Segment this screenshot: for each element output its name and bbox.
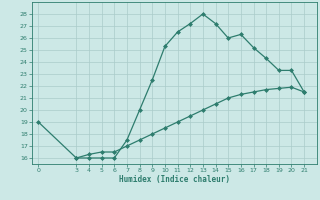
- X-axis label: Humidex (Indice chaleur): Humidex (Indice chaleur): [119, 175, 230, 184]
